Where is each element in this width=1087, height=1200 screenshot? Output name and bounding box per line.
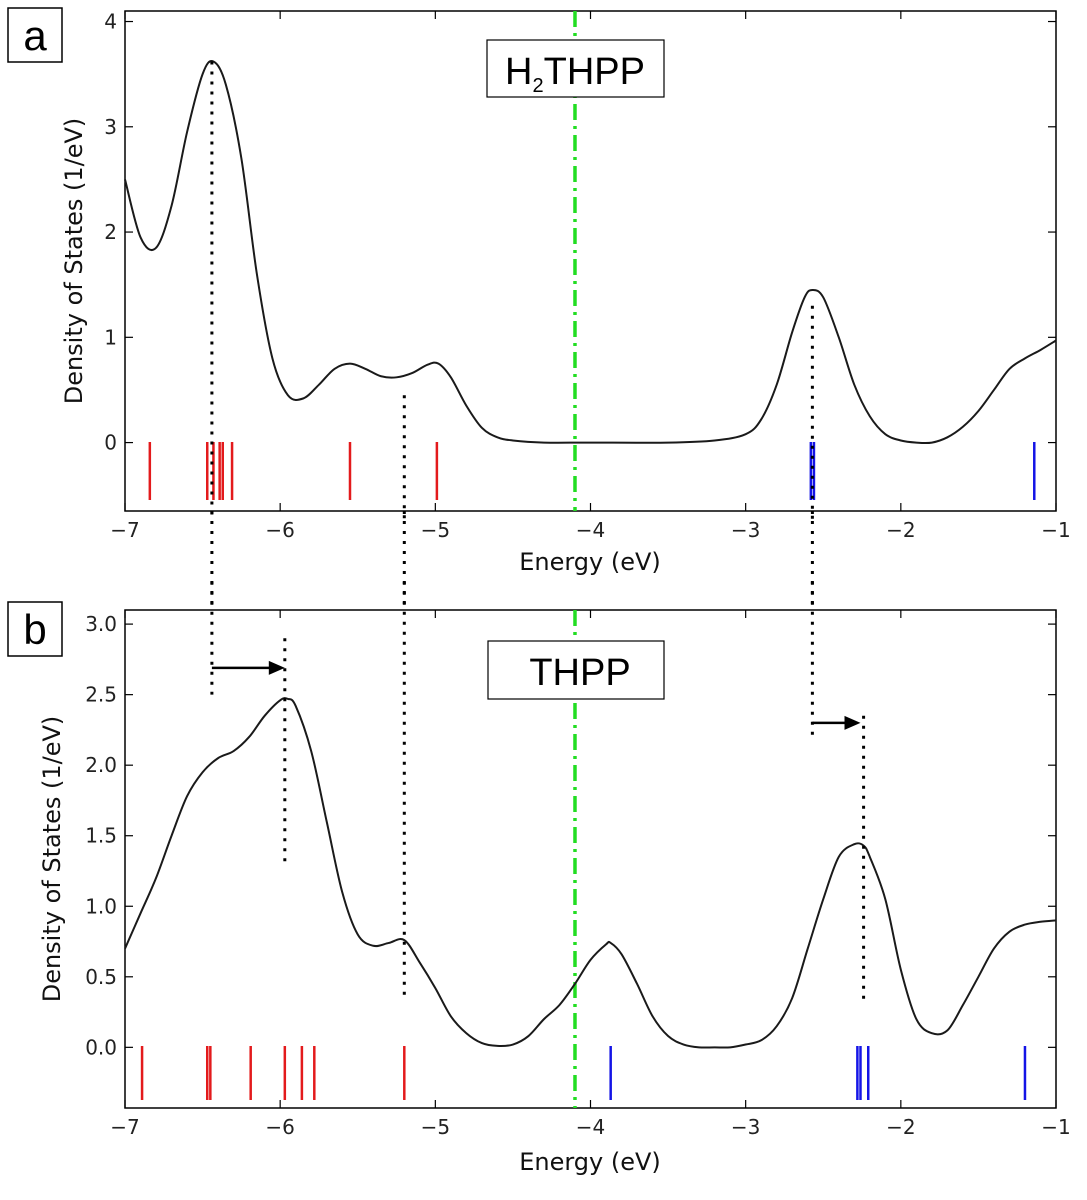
panel-a-molecule-subscript: 2 [532, 75, 543, 97]
dos-curve-line [124, 60, 1057, 445]
x-tick-label: −6 [265, 518, 294, 542]
x-tick-label: −4 [576, 1115, 605, 1139]
panel-a-molecule-label: H2THPP [505, 51, 645, 97]
panel-b-ticks: −7 −6 −5 −4 −3 −2 −1 0.0 0.5 1.0 1.5 2.0 2.5 3.0 [85, 610, 1071, 1139]
panel-b-y-axis-label: Density of States (1/eV) [38, 716, 66, 1003]
y-tick-label: 0.0 [85, 1035, 117, 1059]
y-tick-label: 0 [104, 431, 117, 455]
x-tick-label: −2 [886, 1115, 915, 1139]
panel-a-letter-box [7, 7, 63, 63]
x-tick-label: −7 [110, 518, 139, 542]
panel-a-y-axis-label: Density of States (1/eV) [60, 118, 88, 405]
panel-b-shift-arrows [211, 660, 861, 730]
x-tick-label: −1 [1041, 1115, 1070, 1139]
x-tick-label: −5 [421, 518, 450, 542]
y-tick-label: 0.5 [85, 965, 117, 989]
y-tick-label: 4 [104, 10, 117, 34]
shift-arrow-head [268, 660, 285, 675]
panel-b-letter: b [23, 606, 46, 653]
y-tick-label: 1.0 [85, 894, 117, 918]
panel-b-dotted-guides [210, 581, 866, 1006]
x-tick-label: −5 [421, 1115, 450, 1139]
y-tick-label: 2.5 [85, 683, 117, 707]
x-tick-label: −3 [731, 1115, 760, 1139]
x-tick-label: −4 [576, 518, 605, 542]
y-tick-label: 1 [104, 325, 117, 349]
panel-b: −7 −6 −5 −4 −3 −2 −1 0.0 0.5 1.0 1.5 2.0 2.5 3.0 Ener… [7, 581, 1071, 1176]
panel-a-molecule-box [486, 39, 665, 98]
panel-a-molecule-main: THPP [544, 51, 645, 93]
panel-a-letter: a [23, 12, 47, 59]
inter-panel-guides [210, 511, 814, 610]
x-tick-label: −6 [265, 1115, 294, 1139]
panel-a-dotted-guides [210, 61, 814, 522]
panel-a-molecule-prefix: H [505, 51, 532, 93]
panel-b-molecule-box [487, 640, 665, 700]
panel-b-x-axis-label: Energy (eV) [519, 1148, 661, 1176]
x-tick-label: −2 [886, 518, 915, 542]
y-tick-label: 2 [104, 220, 117, 244]
y-tick-label: 2.0 [85, 753, 117, 777]
panel-a: −7 −6 −5 −4 −3 −2 −1 0 1 2 3 4 Energy (eV) Density … [7, 7, 1071, 576]
panel-b-letter-box [7, 601, 63, 657]
x-tick-label: −7 [110, 1115, 139, 1139]
y-tick-label: 3.0 [85, 612, 117, 636]
panel-a-x-axis-label: Energy (eV) [519, 548, 661, 576]
panel-a-ticks: −7 −6 −5 −4 −3 −2 −1 0 1 2 3 4 [104, 10, 1070, 542]
panel-b-molecule-label: THPP [529, 652, 630, 694]
panel-b-dos-curve [124, 697, 1057, 1049]
panel-a-energy-levels [148, 442, 1036, 500]
panel-a-dos-curve [124, 60, 1057, 445]
panel-b-energy-levels [140, 1046, 1027, 1100]
shift-arrow-head [844, 715, 861, 730]
x-tick-label: −1 [1041, 518, 1070, 542]
dos-curve-line [124, 697, 1057, 1049]
y-tick-label: 1.5 [85, 824, 117, 848]
y-tick-label: 3 [104, 115, 117, 139]
x-tick-label: −3 [731, 518, 760, 542]
